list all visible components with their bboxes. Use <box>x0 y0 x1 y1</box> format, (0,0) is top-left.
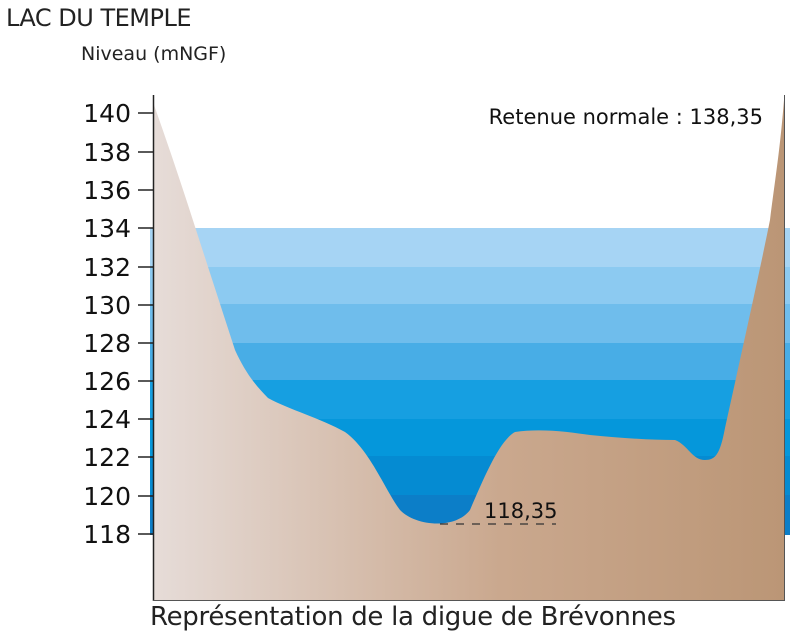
diagram-caption: Représentation de la digue de Brévonnes <box>150 602 676 632</box>
y-ticks <box>138 112 153 535</box>
tick-label-126: 126 <box>83 367 131 396</box>
diagram-title: LAC DU TEMPLE <box>6 4 192 32</box>
tick-label-136: 136 <box>83 176 131 205</box>
terrain-profile <box>154 100 784 600</box>
y-axis <box>152 95 785 601</box>
tick-label-122: 122 <box>83 443 131 472</box>
retenue-normale-label: Retenue normale : 138,35 <box>489 105 763 129</box>
bottom-level-label: 118,35 <box>484 499 557 523</box>
tick-label-140: 140 <box>83 99 131 128</box>
tick-label-138: 138 <box>83 138 131 167</box>
tick-label-124: 124 <box>83 405 131 434</box>
tick-label-118: 118 <box>83 520 131 549</box>
tick-label-132: 132 <box>83 253 131 282</box>
tick-label-128: 128 <box>83 329 131 358</box>
tick-label-134: 134 <box>83 214 131 243</box>
tick-label-120: 120 <box>83 482 131 511</box>
y-tick-labels: 140 138 136 134 132 130 128 126 124 122 … <box>83 99 131 549</box>
axis-label: Niveau (mNGF) <box>81 43 227 65</box>
tick-label-130: 130 <box>83 291 131 320</box>
